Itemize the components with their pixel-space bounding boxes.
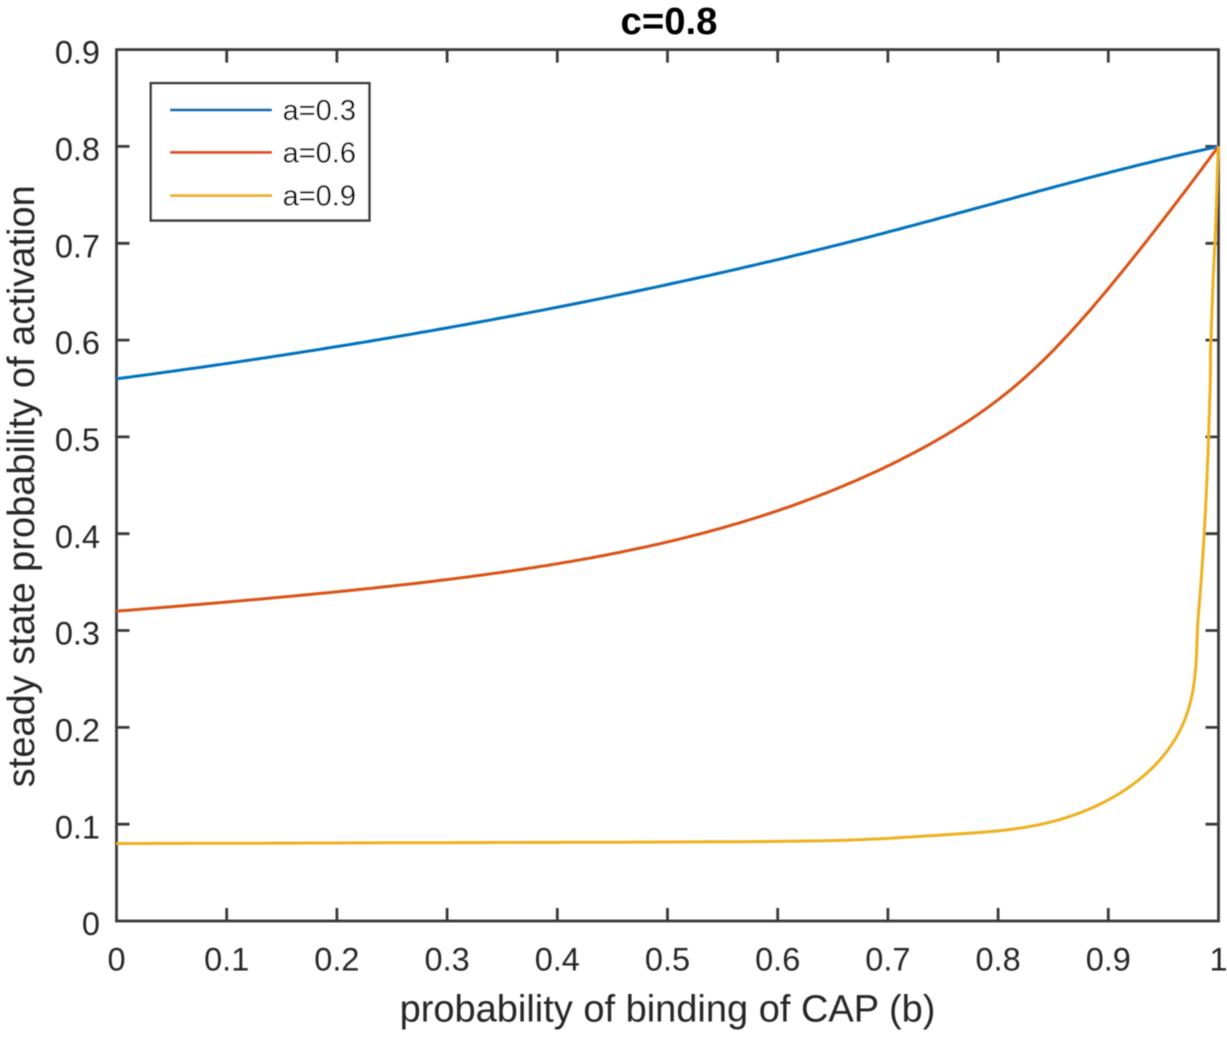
svg-text:1: 1 — [1209, 941, 1227, 977]
svg-text:0.7: 0.7 — [865, 941, 910, 977]
svg-text:0.4: 0.4 — [535, 941, 580, 977]
svg-text:0.8: 0.8 — [55, 132, 100, 168]
svg-text:probability of binding of CAP: probability of binding of CAP (b) — [400, 989, 936, 1031]
svg-text:0.4: 0.4 — [55, 519, 100, 555]
svg-text:a=0.9: a=0.9 — [283, 181, 356, 213]
svg-text:0.5: 0.5 — [55, 422, 100, 458]
svg-text:c=0.8: c=0.8 — [621, 0, 718, 43]
svg-text:0.1: 0.1 — [204, 941, 249, 977]
svg-text:0.5: 0.5 — [645, 941, 690, 977]
svg-text:0: 0 — [82, 906, 100, 942]
svg-text:steady state probability of ac: steady state probability of activation — [1, 185, 43, 787]
svg-text:0.3: 0.3 — [425, 941, 470, 977]
svg-text:0: 0 — [107, 941, 125, 977]
svg-text:0.3: 0.3 — [55, 616, 100, 652]
svg-text:0.2: 0.2 — [314, 941, 359, 977]
svg-text:0.6: 0.6 — [755, 941, 800, 977]
svg-text:0.9: 0.9 — [1086, 941, 1131, 977]
svg-text:a=0.3: a=0.3 — [283, 95, 356, 127]
svg-text:0.2: 0.2 — [55, 713, 100, 749]
svg-text:0.9: 0.9 — [55, 35, 100, 71]
svg-text:a=0.6: a=0.6 — [283, 138, 356, 170]
svg-text:0.8: 0.8 — [976, 941, 1021, 977]
svg-text:0.6: 0.6 — [55, 325, 100, 361]
svg-text:0.7: 0.7 — [55, 228, 100, 264]
svg-text:0.1: 0.1 — [55, 809, 100, 845]
